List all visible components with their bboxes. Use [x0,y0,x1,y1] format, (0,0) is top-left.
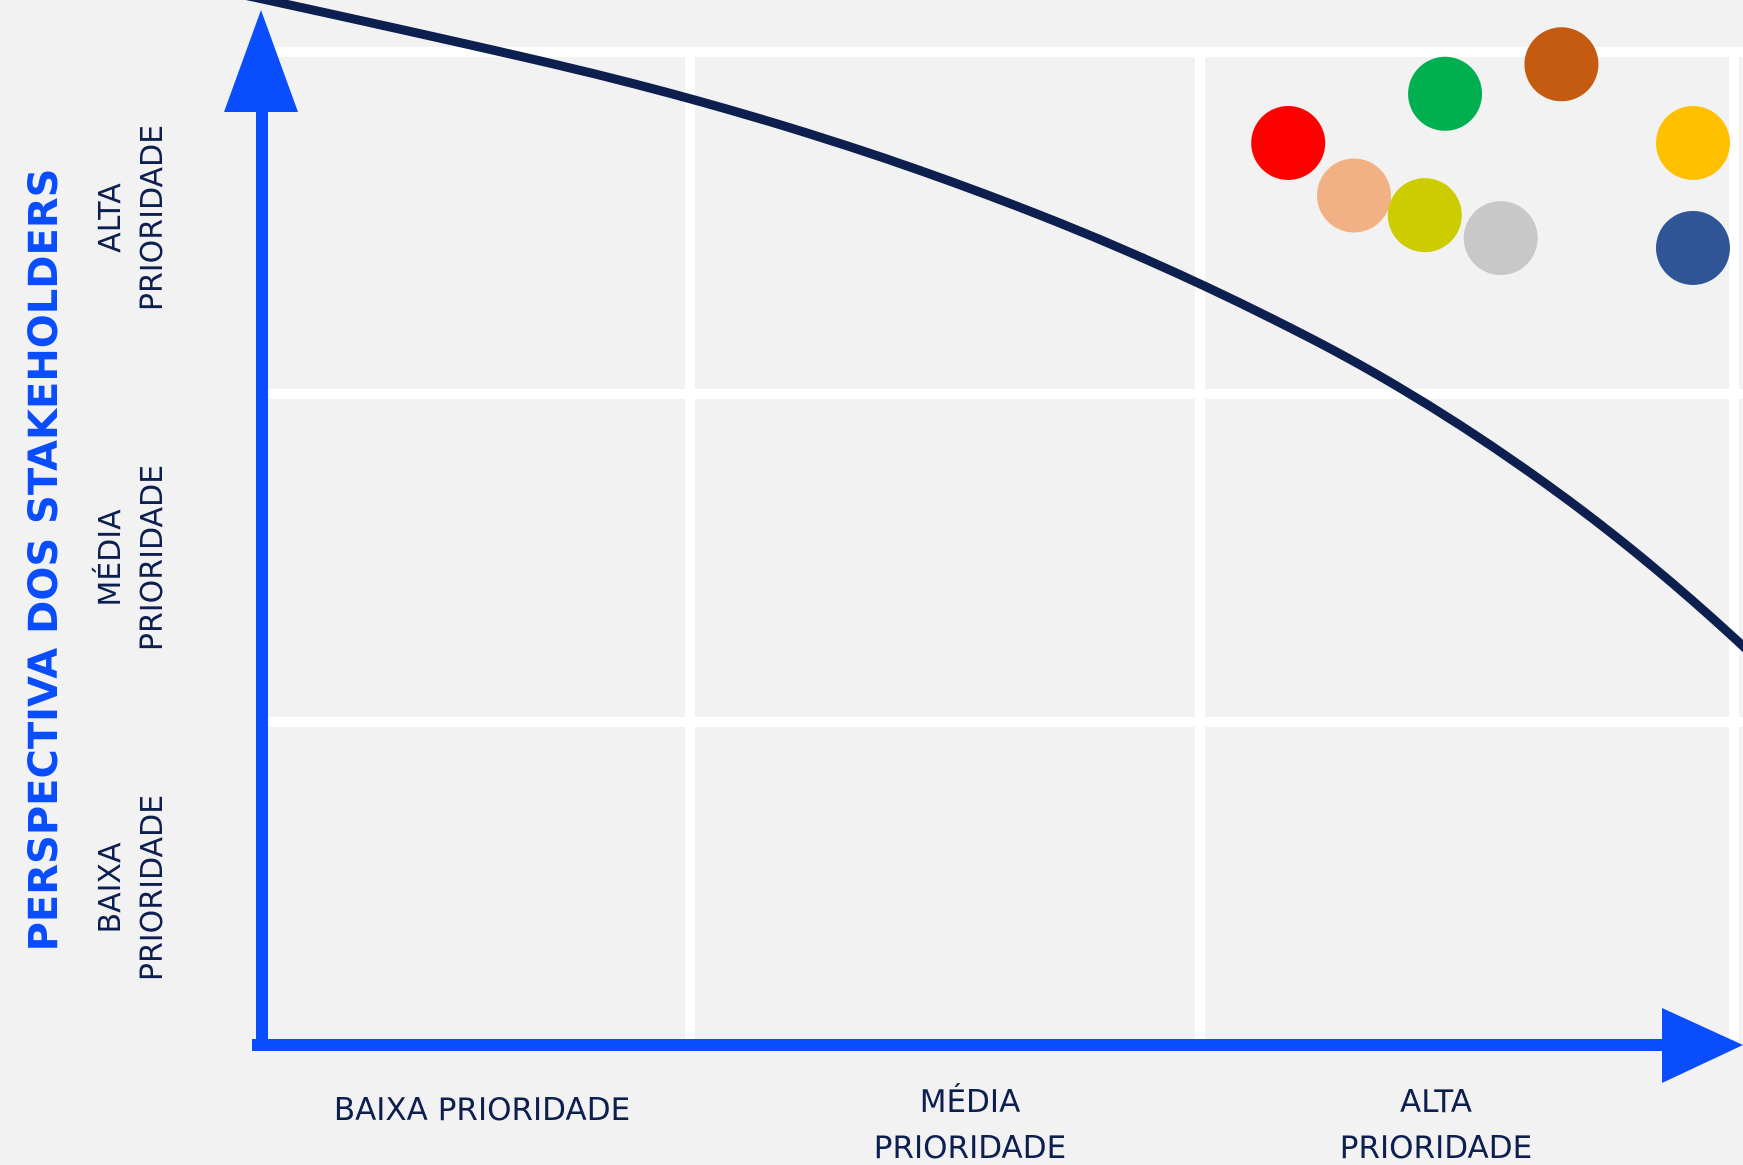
x-axis-arrow-icon [1662,1008,1743,1083]
y-tick-label: BAIXA PRIORIDADE [93,795,170,981]
grid [262,47,1743,1040]
scatter-point-8 [1656,210,1730,285]
x-tick-label: MÉDIA PRIORIDADE [874,1084,1066,1165]
scatter-point-6 [1524,27,1599,102]
x-tick-label-line: PRIORIDADE [1340,1130,1532,1165]
scatter-point-2 [1316,158,1391,233]
scatter-point-4 [1408,56,1483,131]
x-tick-label-line: ALTA [1400,1084,1472,1120]
curve-layer [245,0,1743,653]
axes [224,10,1743,1083]
labels: PERSPECTIVA DOS STAKEHOLDERS BAIXA PRIORID… [21,125,1532,1165]
y-tick-label-line: ALTA [93,183,128,253]
y-tick-label-line: BAIXA [93,842,128,934]
x-tick-label-line: MÉDIA [920,1084,1021,1120]
scatter-point-3 [1387,178,1462,253]
x-tick-label: BAIXA PRIORIDADE [334,1092,630,1128]
y-tick-label-line: PRIORIDADE [135,125,170,311]
y-tick-label-line: PRIORIDADE [135,795,170,981]
x-tick-label-line: PRIORIDADE [874,1130,1066,1165]
y-axis-title: PERSPECTIVA DOS STAKEHOLDERS [21,169,67,952]
scatter-point-1 [1251,106,1326,180]
points-layer [1251,27,1730,285]
x-tick-label: ALTA PRIORIDADE [1340,1084,1532,1165]
x-tick-label-line: BAIXA PRIORIDADE [334,1092,630,1128]
priority-curve [245,0,1743,653]
y-tick-label-line: MÉDIA [92,509,128,607]
y-tick-label: ALTA PRIORIDADE [93,125,170,311]
scatter-point-5 [1463,201,1538,276]
y-tick-label-line: PRIORIDADE [135,465,170,651]
scatter-point-7 [1656,106,1730,180]
y-tick-label: MÉDIA PRIORIDADE [92,465,170,651]
y-axis-arrow-icon [224,10,298,112]
